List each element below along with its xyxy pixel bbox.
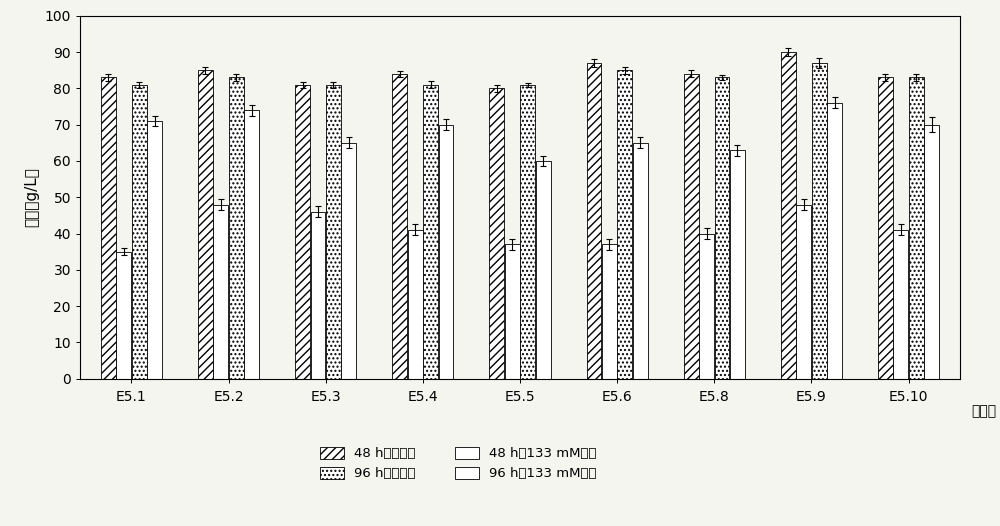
Bar	[812, 63, 827, 379]
Bar	[101, 77, 116, 379]
Bar	[878, 77, 893, 379]
Bar	[520, 85, 535, 379]
Bar	[827, 103, 842, 379]
Bar	[423, 85, 438, 379]
Bar	[132, 85, 147, 379]
Bar	[439, 125, 453, 379]
Legend: 48 h，无乙酸, 96 h，无乙酸, 48 h，133 mM乙酸, 96 h，133 mM乙酸: 48 h，无乙酸, 96 h，无乙酸, 48 h，133 mM乙酸, 96 h，…	[320, 447, 597, 480]
Bar	[311, 212, 325, 379]
Bar	[893, 230, 908, 379]
Bar	[730, 150, 745, 379]
Bar	[633, 143, 648, 379]
Bar	[198, 70, 213, 379]
Bar	[341, 143, 356, 379]
Bar	[536, 161, 551, 379]
Y-axis label: 乙醇（g/L）: 乙醇（g/L）	[24, 167, 39, 227]
Bar	[602, 245, 617, 379]
Bar	[213, 205, 228, 379]
Bar	[244, 110, 259, 379]
Bar	[408, 230, 423, 379]
Bar	[587, 63, 601, 379]
Bar	[295, 85, 310, 379]
Bar	[617, 70, 632, 379]
Bar	[489, 88, 504, 379]
Bar	[684, 74, 699, 379]
Bar	[505, 245, 520, 379]
Bar	[229, 77, 244, 379]
Bar	[326, 85, 341, 379]
Text: 突变体: 突变体	[971, 404, 996, 418]
Bar	[116, 252, 131, 379]
Bar	[147, 121, 162, 379]
Bar	[715, 77, 729, 379]
Bar	[909, 77, 924, 379]
Bar	[392, 74, 407, 379]
Bar	[796, 205, 811, 379]
Bar	[924, 125, 939, 379]
Bar	[699, 234, 714, 379]
Bar	[781, 52, 796, 379]
